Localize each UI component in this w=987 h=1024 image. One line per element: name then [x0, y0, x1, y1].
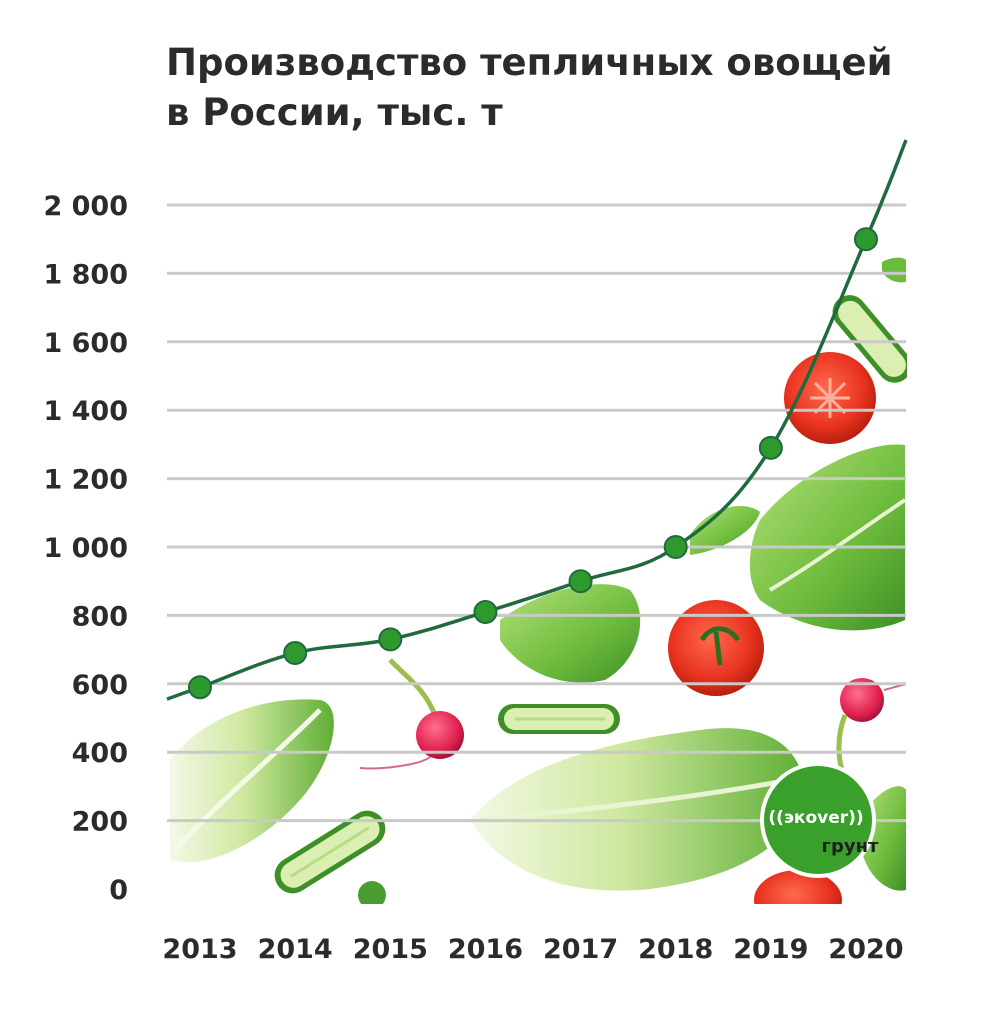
data-point	[283, 641, 308, 666]
radish-right	[840, 678, 884, 722]
series-markers	[188, 227, 878, 700]
y-tick-label: 1 000	[43, 533, 128, 564]
y-tick-label: 400	[72, 738, 128, 769]
y-axis-tick-labels: 0 200 400 600 800 1 000 1 200 1 400 1 600 1 800 2 …	[43, 191, 128, 906]
y-tick-label: 1 800	[43, 259, 128, 290]
y-tick-label: 1 600	[43, 328, 128, 359]
cucumber-right	[832, 295, 907, 383]
x-tick-label: 2013	[162, 934, 237, 965]
data-point	[663, 535, 688, 559]
data-point	[378, 627, 403, 652]
y-tick-label: 1 400	[43, 396, 128, 427]
radish-center	[416, 711, 464, 759]
cucumber-left	[274, 810, 386, 894]
x-tick-label: 2017	[543, 934, 618, 965]
chart-title-line-1: Производство тепличных овощей	[166, 41, 893, 84]
x-tick-label: 2018	[638, 934, 713, 965]
x-tick-label: 2014	[258, 934, 333, 965]
y-tick-label: 200	[72, 807, 128, 838]
chart-title: Производство тепличных овощей в России, …	[166, 38, 893, 138]
logo-text-1: ((экover))	[768, 808, 863, 828]
ekover-grunt-logo: ((экover)) грунт	[760, 762, 879, 878]
chart-title-line-2: в России, тыс. т	[166, 91, 503, 134]
x-tick-label: 2020	[828, 934, 903, 965]
x-tick-label: 2019	[733, 934, 808, 965]
y-tick-label: 2 000	[43, 191, 128, 222]
grid-lines	[167, 203, 906, 823]
y-tick-label: 0	[109, 875, 128, 906]
x-tick-label: 2015	[353, 934, 428, 965]
data-point	[758, 435, 783, 460]
data-point	[854, 227, 878, 252]
logo-text-2: грунт	[822, 836, 879, 857]
data-point	[568, 569, 593, 594]
vegetables-background	[170, 257, 907, 904]
cucumber-center	[498, 704, 620, 734]
data-point	[473, 599, 498, 624]
y-tick-label: 1 200	[43, 465, 128, 496]
cabbage-leaf-right	[749, 444, 905, 631]
x-axis-tick-labels: 2013 2014 2015 2016 2017 2018 2019 2020	[162, 934, 903, 965]
cabbage-leaf-center	[500, 584, 641, 683]
data-point	[188, 675, 212, 700]
y-tick-label: 600	[72, 670, 128, 701]
cabbage-leaf-large	[470, 728, 805, 891]
y-tick-label: 800	[72, 601, 128, 632]
x-tick-label: 2016	[448, 934, 523, 965]
tomato-bottom	[754, 870, 842, 904]
